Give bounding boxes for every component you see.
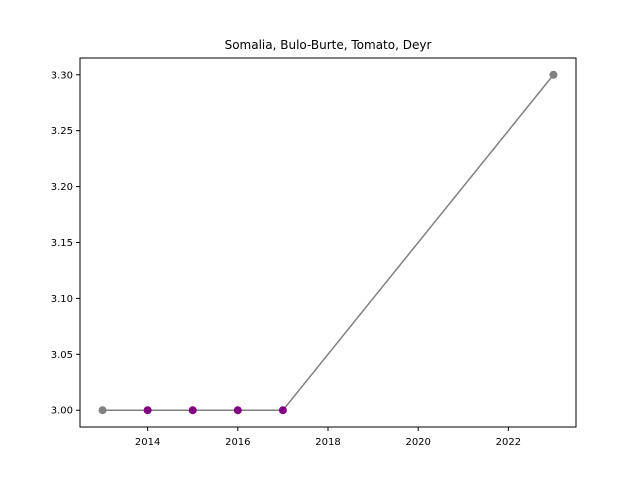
y-tick-label: 3.00 bbox=[51, 406, 73, 417]
plot-frame bbox=[79, 57, 577, 428]
data-point bbox=[98, 406, 107, 415]
axes: 2014 2016 2018 2020 2022 3.00 3.05 3.10 3.15 3.20… bbox=[51, 70, 521, 448]
data-point bbox=[278, 406, 287, 415]
y-tick-label: 3.10 bbox=[51, 294, 73, 305]
data-point bbox=[143, 406, 152, 415]
x-tick-label: 2018 bbox=[315, 437, 340, 448]
y-tick-label: 3.05 bbox=[51, 350, 73, 361]
data-point bbox=[233, 406, 242, 415]
chart-title: Somalia, Bulo-Burte, Tomato, Deyr bbox=[225, 38, 432, 52]
y-tick-label: 3.25 bbox=[51, 126, 73, 137]
data-point bbox=[549, 70, 558, 79]
x-tick-label: 2022 bbox=[496, 437, 521, 448]
series-polyline bbox=[102, 74, 555, 411]
x-tick-label: 2016 bbox=[225, 437, 250, 448]
data-point bbox=[188, 406, 197, 415]
y-tick-label: 3.30 bbox=[51, 70, 73, 81]
y-tick-label: 3.20 bbox=[51, 182, 73, 193]
x-tick-label: 2014 bbox=[135, 437, 160, 448]
y-tick-label: 3.15 bbox=[51, 238, 73, 249]
x-tick-label: 2020 bbox=[405, 437, 430, 448]
series-line bbox=[98, 70, 558, 415]
